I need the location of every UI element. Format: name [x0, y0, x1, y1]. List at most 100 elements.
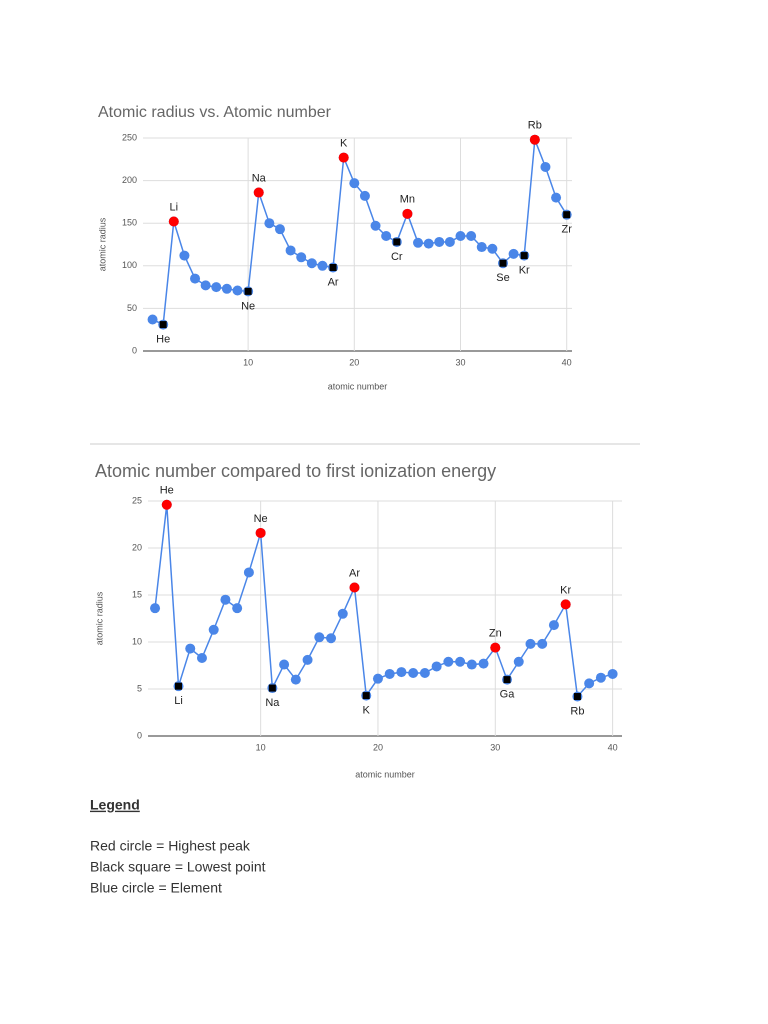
- x-tick-label: 20: [349, 357, 359, 367]
- data-point: [285, 245, 296, 256]
- data-point: [443, 656, 454, 667]
- data-point: [396, 667, 407, 678]
- annotation-label: Zn: [489, 628, 502, 640]
- annotation-label: Na: [252, 172, 267, 184]
- data-point: [279, 659, 290, 670]
- data-point: [232, 603, 243, 614]
- y-tick-label: 0: [132, 345, 137, 355]
- data-point: [478, 658, 489, 669]
- data-point: [147, 314, 158, 325]
- annotation-label: Kr: [519, 264, 530, 276]
- data-point: [476, 242, 487, 253]
- x-tick-label: 40: [562, 357, 572, 367]
- y-tick-label: 150: [122, 218, 137, 228]
- peak-marker: [402, 208, 413, 219]
- data-point: [200, 280, 211, 291]
- annotation-label: Zr: [561, 224, 572, 236]
- data-point: [434, 236, 445, 247]
- peak-marker: [168, 216, 179, 227]
- annotation-label: K: [363, 704, 371, 716]
- x-tick-label: 30: [490, 742, 500, 752]
- data-point: [595, 672, 606, 683]
- data-point: [423, 238, 434, 249]
- y-tick-label: 5: [137, 683, 142, 693]
- annotation-label: Na: [265, 697, 280, 709]
- peak-marker: [253, 187, 264, 198]
- peak-marker: [349, 582, 360, 593]
- x-axis-label: atomic number: [355, 769, 415, 779]
- data-point: [419, 668, 430, 679]
- legend-item: Black square = Lowest point: [90, 859, 266, 875]
- low-marker: [362, 692, 370, 700]
- y-tick-label: 10: [132, 636, 142, 646]
- data-point: [444, 236, 455, 247]
- low-marker: [393, 238, 401, 246]
- data-point: [290, 674, 301, 685]
- annotation-label: He: [156, 333, 170, 345]
- data-point: [525, 638, 536, 649]
- peak-marker: [338, 152, 349, 163]
- y-tick-label: 20: [132, 542, 142, 552]
- low-marker: [499, 259, 507, 267]
- legend-item: Red circle = Highest peak: [90, 838, 251, 854]
- chart-title: Atomic number compared to first ionizati…: [95, 461, 496, 481]
- data-point: [185, 643, 196, 654]
- annotation-label: Ga: [500, 689, 516, 701]
- peak-marker: [490, 642, 501, 653]
- low-marker: [159, 321, 167, 329]
- data-point: [370, 220, 381, 231]
- data-point: [274, 224, 285, 235]
- y-axis-label: atomic radius: [94, 591, 104, 645]
- data-point: [314, 632, 325, 643]
- peak-marker: [255, 527, 266, 538]
- annotation-label: Ne: [241, 300, 255, 312]
- peak-marker: [529, 134, 540, 145]
- annotation-label: Ar: [328, 276, 339, 288]
- y-tick-label: 25: [132, 495, 142, 505]
- x-tick-label: 10: [243, 357, 253, 367]
- annotation-label: Mn: [400, 194, 415, 206]
- x-axis-label: atomic number: [328, 381, 388, 391]
- data-point: [264, 218, 275, 229]
- data-point: [208, 624, 219, 635]
- data-point: [431, 661, 442, 672]
- annotation-label: Cr: [391, 251, 403, 263]
- annotation-label: Li: [170, 201, 179, 213]
- series-line: [154, 504, 613, 699]
- data-point: [317, 260, 328, 271]
- annotation-label: K: [340, 138, 348, 150]
- data-point: [150, 603, 161, 614]
- series-line: [152, 139, 568, 326]
- data-point: [337, 608, 348, 619]
- data-point: [220, 594, 231, 605]
- data-point: [508, 248, 519, 259]
- annotation-label: Li: [174, 695, 183, 707]
- data-point: [296, 252, 307, 263]
- annotation-label: Ne: [254, 513, 268, 525]
- data-point: [487, 243, 498, 254]
- annotation-label: Rb: [570, 705, 584, 717]
- chart-title: Atomic radius vs. Atomic number: [98, 104, 332, 121]
- x-tick-label: 10: [256, 742, 266, 752]
- data-point: [584, 678, 595, 689]
- data-point: [190, 273, 201, 284]
- legend-item: Blue circle = Element: [90, 880, 222, 896]
- data-point: [326, 633, 337, 644]
- x-tick-label: 40: [608, 742, 618, 752]
- data-point: [540, 161, 551, 172]
- data-point: [408, 668, 419, 679]
- y-axis-label: atomic radius: [97, 217, 107, 271]
- low-marker: [175, 682, 183, 690]
- low-marker: [573, 693, 581, 701]
- data-point: [413, 237, 424, 248]
- y-tick-label: 200: [122, 175, 137, 185]
- low-marker: [563, 211, 571, 219]
- low-marker: [503, 676, 511, 684]
- annotation-label: Ar: [349, 567, 360, 579]
- annotation-label: Kr: [560, 584, 571, 596]
- low-marker: [268, 684, 276, 692]
- data-point: [196, 652, 207, 663]
- data-point: [372, 673, 383, 684]
- data-point: [466, 659, 477, 670]
